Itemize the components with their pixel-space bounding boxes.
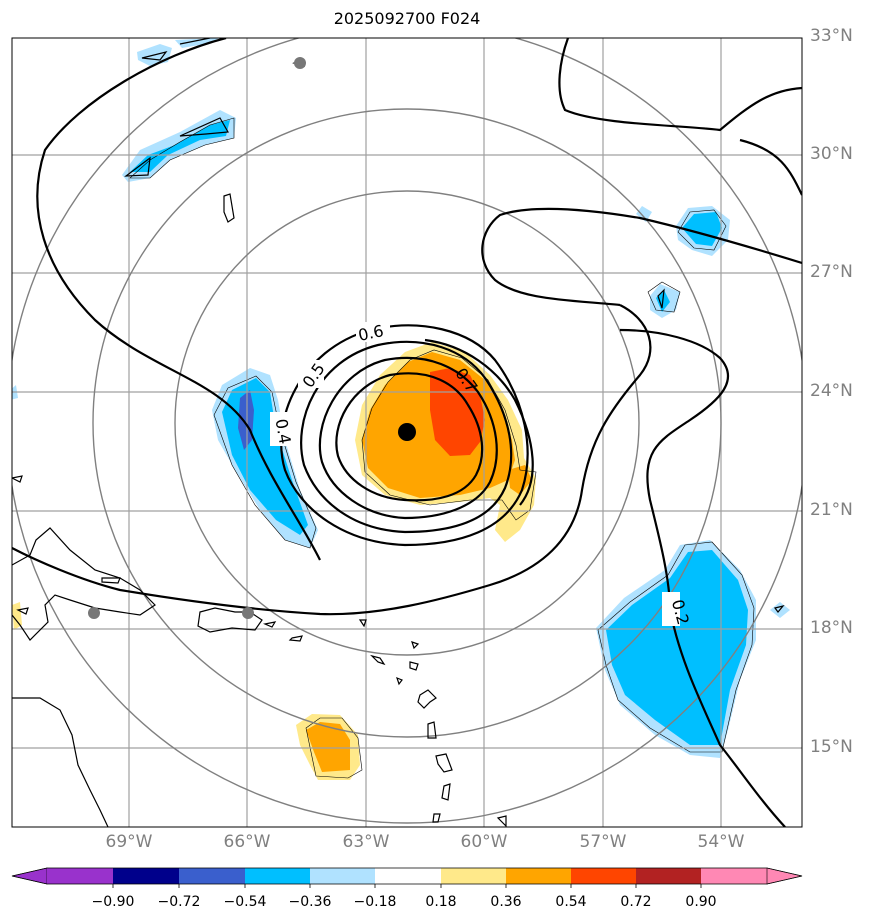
shading-outlines: [129, 117, 755, 779]
contour-label: 0.6: [356, 321, 385, 345]
colorbar-tick-label: −0.90: [91, 894, 135, 910]
lat-label: 15°N: [810, 737, 853, 757]
colorbar-tick-label: 0.90: [685, 894, 717, 910]
lat-label: 18°N: [810, 618, 853, 638]
storm-center-marker: [398, 423, 416, 441]
colorbar-tick-label: −0.72: [157, 894, 201, 910]
coastlines: [12, 38, 785, 827]
colorbar-tick-label: −0.54: [223, 894, 267, 910]
lon-label: 60°W: [460, 832, 508, 852]
lat-label: 33°N: [810, 26, 853, 46]
lat-label: 24°N: [810, 381, 853, 401]
colorbar-tick-label: −0.36: [288, 894, 332, 910]
colorbar-tick-label: −0.18: [353, 894, 397, 910]
lon-label: 63°W: [342, 832, 390, 852]
lat-label: 30°N: [810, 144, 853, 164]
colorbar: [11, 867, 803, 888]
contour-label: 0.4: [272, 417, 295, 445]
station-markers: [88, 57, 306, 619]
lon-label: 69°W: [105, 832, 153, 852]
colorbar-tick-label: 0.72: [620, 894, 652, 910]
colorbar-tick-label: 0.36: [490, 894, 522, 910]
lon-label: 66°W: [223, 832, 271, 852]
gridlines: [12, 38, 802, 827]
lon-label: 57°W: [579, 832, 627, 852]
lat-label: 27°N: [810, 262, 853, 282]
colorbar-tick-label: 0.18: [425, 894, 457, 910]
map-title: 2025092700 F024: [333, 9, 481, 28]
colorbar-tick-label: 0.54: [555, 894, 587, 910]
lat-label: 21°N: [810, 500, 853, 520]
plot-frame: [11, 37, 803, 828]
range-rings: [12, 38, 802, 824]
lon-label: 54°W: [697, 832, 745, 852]
